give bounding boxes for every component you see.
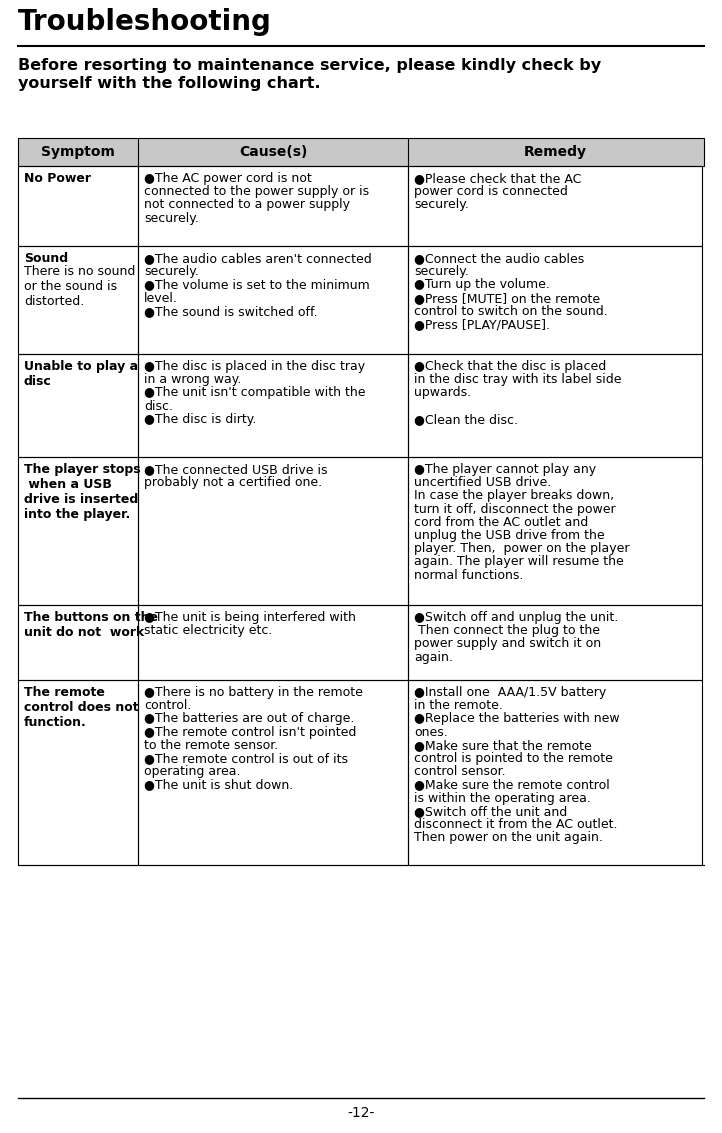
Bar [138, 605, 408, 680]
Text: ●The unit isn't compatible with the: ●The unit isn't compatible with the [144, 386, 365, 400]
Text: unplug the USB drive from the: unplug the USB drive from the [414, 529, 604, 542]
Bar [408, 167, 702, 246]
Text: -12-: -12- [347, 1106, 375, 1121]
Text: is within the operating area.: is within the operating area. [414, 792, 591, 804]
Text: ●The player cannot play any: ●The player cannot play any [414, 463, 596, 476]
Text: player. Then,  power on the player: player. Then, power on the player [414, 543, 630, 555]
Text: ●Replace the batteries with new: ●Replace the batteries with new [414, 713, 619, 725]
Bar [408, 605, 702, 680]
Bar [408, 246, 702, 353]
Text: securely.: securely. [414, 198, 469, 212]
Text: The remote
control does not
function.: The remote control does not function. [24, 685, 139, 729]
Bar [18, 138, 704, 167]
Text: ●The disc is placed in the disc tray: ●The disc is placed in the disc tray [144, 360, 365, 373]
Text: ●The remote control isn't pointed: ●The remote control isn't pointed [144, 725, 357, 739]
Text: Before resorting to maintenance service, please kindly check by: Before resorting to maintenance service,… [18, 58, 601, 73]
Text: cord from the AC outlet and: cord from the AC outlet and [414, 516, 588, 529]
Text: ●The disc is dirty.: ●The disc is dirty. [144, 412, 256, 426]
Text: in the disc tray with its label side: in the disc tray with its label side [414, 373, 622, 386]
Text: control is pointed to the remote: control is pointed to the remote [414, 752, 613, 765]
Bar [18, 246, 138, 353]
Text: Symptom: Symptom [41, 145, 115, 159]
Text: again. The player will resume the: again. The player will resume the [414, 555, 624, 569]
Text: ●Connect the audio cables: ●Connect the audio cables [414, 252, 584, 265]
Text: ●Switch off and unplug the unit.: ●Switch off and unplug the unit. [414, 611, 618, 624]
Text: ●The unit is being interfered with: ●The unit is being interfered with [144, 611, 356, 624]
Text: ●Make sure that the remote: ●Make sure that the remote [414, 739, 592, 752]
Bar [138, 680, 408, 864]
Bar [18, 353, 138, 457]
Text: There is no sound
or the sound is
distorted.: There is no sound or the sound is distor… [24, 265, 136, 308]
Text: control sensor.: control sensor. [414, 765, 505, 778]
Text: Then connect the plug to the: Then connect the plug to the [414, 624, 600, 637]
Text: ●Install one  AAA/1.5V battery: ●Install one AAA/1.5V battery [414, 685, 606, 699]
Text: probably not a certified one.: probably not a certified one. [144, 476, 322, 489]
Text: Remedy: Remedy [523, 145, 586, 159]
Text: ●The unit is shut down.: ●The unit is shut down. [144, 778, 293, 791]
Text: uncertified USB drive.: uncertified USB drive. [414, 476, 552, 489]
Text: control to switch on the sound.: control to switch on the sound. [414, 305, 608, 317]
Text: Unable to play a
disc: Unable to play a disc [24, 360, 138, 387]
Text: normal functions.: normal functions. [414, 569, 523, 581]
Text: Sound: Sound [24, 252, 68, 265]
Text: again.: again. [414, 650, 453, 664]
Text: yourself with the following chart.: yourself with the following chart. [18, 76, 321, 91]
Text: ●Check that the disc is placed: ●Check that the disc is placed [414, 360, 606, 373]
Text: to the remote sensor.: to the remote sensor. [144, 739, 278, 752]
Text: No Power: No Power [24, 172, 91, 185]
Text: Troubleshooting: Troubleshooting [18, 8, 272, 36]
Text: ●The audio cables aren't connected: ●The audio cables aren't connected [144, 252, 372, 265]
Text: in a wrong way.: in a wrong way. [144, 373, 241, 386]
Text: disconnect it from the AC outlet.: disconnect it from the AC outlet. [414, 818, 617, 830]
Text: ●Turn up the volume.: ●Turn up the volume. [414, 279, 550, 291]
Text: ●Clean the disc.: ●Clean the disc. [414, 412, 518, 426]
Text: The buttons on the
unit do not  work: The buttons on the unit do not work [24, 611, 158, 639]
Text: ●Make sure the remote control: ●Make sure the remote control [414, 778, 610, 791]
Text: ●Press [MUTE] on the remote: ●Press [MUTE] on the remote [414, 291, 600, 305]
Text: Cause(s): Cause(s) [239, 145, 307, 159]
Text: The player stops
 when a USB
drive is inserted
into the player.: The player stops when a USB drive is ins… [24, 463, 141, 521]
Text: power supply and switch it on: power supply and switch it on [414, 638, 601, 650]
Text: securely.: securely. [144, 212, 199, 224]
Bar [18, 167, 138, 246]
Bar [18, 680, 138, 864]
Bar [138, 167, 408, 246]
Text: securely.: securely. [144, 265, 199, 279]
Text: not connected to a power supply: not connected to a power supply [144, 198, 350, 212]
Text: ●The remote control is out of its: ●The remote control is out of its [144, 752, 348, 765]
Text: ●The connected USB drive is: ●The connected USB drive is [144, 463, 328, 476]
Text: operating area.: operating area. [144, 765, 240, 778]
Text: connected to the power supply or is: connected to the power supply or is [144, 185, 369, 198]
Text: ●The sound is switched off.: ●The sound is switched off. [144, 305, 318, 317]
Text: disc.: disc. [144, 400, 173, 412]
Bar [18, 138, 704, 167]
Bar [138, 246, 408, 353]
Text: securely.: securely. [414, 265, 469, 279]
Text: static electricity etc.: static electricity etc. [144, 624, 272, 637]
Text: Then power on the unit again.: Then power on the unit again. [414, 832, 603, 844]
Bar [18, 457, 138, 605]
Text: turn it off, disconnect the power: turn it off, disconnect the power [414, 503, 616, 516]
Bar [138, 353, 408, 457]
Text: ●The volume is set to the minimum: ●The volume is set to the minimum [144, 279, 370, 291]
Text: ●There is no battery in the remote: ●There is no battery in the remote [144, 685, 363, 699]
Text: ●Press [PLAY/PAUSE].: ●Press [PLAY/PAUSE]. [414, 318, 550, 331]
Text: power cord is connected: power cord is connected [414, 185, 568, 198]
Text: In case the player breaks down,: In case the player breaks down, [414, 489, 614, 502]
Bar [408, 457, 702, 605]
Bar [18, 605, 138, 680]
Bar [408, 353, 702, 457]
Text: ●The batteries are out of charge.: ●The batteries are out of charge. [144, 713, 358, 725]
Text: ●Please check that the AC: ●Please check that the AC [414, 172, 581, 185]
Text: ●The AC power cord is not: ●The AC power cord is not [144, 172, 312, 185]
Bar [408, 680, 702, 864]
Text: level.: level. [144, 291, 178, 305]
Text: ●Switch off the unit and: ●Switch off the unit and [414, 804, 567, 818]
Text: control.: control. [144, 699, 191, 713]
Text: in the remote.: in the remote. [414, 699, 503, 713]
Text: ones.: ones. [414, 725, 448, 739]
Bar [138, 457, 408, 605]
Text: upwards.: upwards. [414, 386, 471, 400]
